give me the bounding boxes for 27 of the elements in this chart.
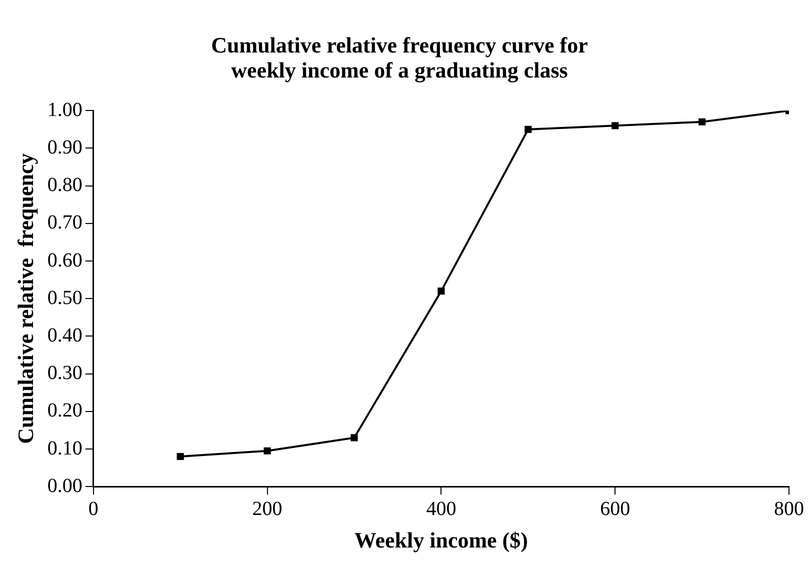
y-tick-label: 0.30 xyxy=(47,362,82,384)
y-tick-label: 0.40 xyxy=(47,324,82,346)
y-tick-label: 0.90 xyxy=(47,136,82,158)
y-tick-label: 0.00 xyxy=(47,474,82,497)
y-tick-label: 0.60 xyxy=(47,249,82,272)
y-tick-label: 1.00 xyxy=(47,98,82,121)
x-tick-label: 400 xyxy=(426,498,456,520)
y-axis-title: Cumulative relative frequency xyxy=(12,153,38,444)
x-tick-label: 0 xyxy=(88,498,98,520)
y-tick-label: 0.50 xyxy=(47,286,82,309)
point xyxy=(698,118,706,126)
point xyxy=(438,288,445,295)
y-tick-label: 0.70 xyxy=(47,212,82,234)
point xyxy=(524,126,532,133)
text: weekly income of a graduating class xyxy=(231,58,568,83)
x-tick-label: 800 xyxy=(774,498,804,520)
y-tick-label: 0.80 xyxy=(47,174,82,196)
text: Cumulative relative frequency curve for xyxy=(211,32,588,58)
x-axis-title: Weekly income ($) xyxy=(354,527,528,552)
x-tick-label: 600 xyxy=(600,498,630,520)
y-tick-label: 0.20 xyxy=(47,400,82,422)
point xyxy=(176,452,184,460)
y-tick-label: 0.10 xyxy=(47,437,82,460)
point xyxy=(264,447,271,454)
x-tick-label: 200 xyxy=(252,498,282,520)
point xyxy=(612,122,619,130)
point xyxy=(350,434,358,442)
